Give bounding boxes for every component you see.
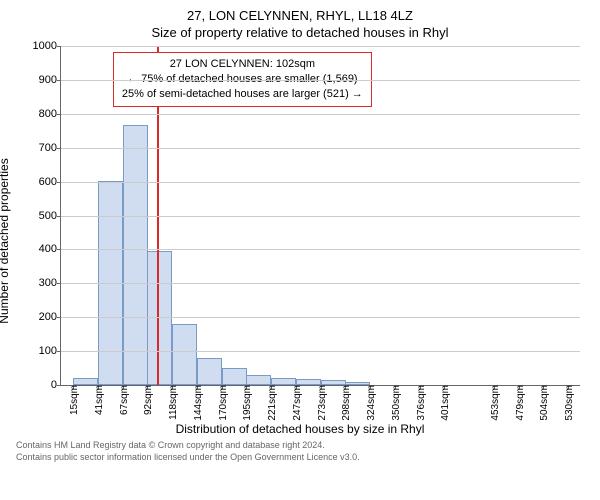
xtick-label: 479sqm bbox=[513, 385, 526, 421]
xtick-label: 92sqm bbox=[141, 385, 154, 415]
footer-line2: Contains public sector information licen… bbox=[16, 452, 590, 464]
chart-canvas: 27 LON CELYNNEN: 102sqm ← 75% of detache… bbox=[60, 46, 580, 386]
chart-container: 27, LON CELYNNEN, RHYL, LL18 4LZ Size of… bbox=[0, 0, 600, 500]
ytick-label: 1000 bbox=[31, 40, 61, 52]
histogram-bar bbox=[222, 368, 247, 385]
ytick-label: 600 bbox=[31, 176, 61, 188]
xtick-label: 170sqm bbox=[216, 385, 229, 421]
ytick-label: 400 bbox=[31, 243, 61, 255]
ytick-label: 300 bbox=[31, 277, 61, 289]
grid-line bbox=[61, 216, 580, 217]
grid-line bbox=[61, 351, 580, 352]
xtick-label: 273sqm bbox=[315, 385, 328, 421]
grid-line bbox=[61, 182, 580, 183]
xtick-label: 144sqm bbox=[191, 385, 204, 421]
grid-line bbox=[61, 249, 580, 250]
xtick-label: 298sqm bbox=[339, 385, 352, 421]
histogram-bar bbox=[172, 324, 197, 385]
x-axis-label: Distribution of detached houses by size … bbox=[176, 422, 425, 436]
ytick-label: 900 bbox=[31, 74, 61, 86]
grid-line bbox=[61, 283, 580, 284]
histogram-bar bbox=[73, 378, 98, 385]
plot-area: Number of detached properties 27 LON CEL… bbox=[10, 46, 590, 436]
ytick-label: 100 bbox=[31, 345, 61, 357]
xtick-label: 350sqm bbox=[389, 385, 402, 421]
ytick-label: 700 bbox=[31, 142, 61, 154]
xtick-label: 247sqm bbox=[290, 385, 303, 421]
xtick-label: 376sqm bbox=[414, 385, 427, 421]
histogram-bar bbox=[123, 125, 148, 385]
xtick-label: 530sqm bbox=[562, 385, 575, 421]
xtick-label: 324sqm bbox=[364, 385, 377, 421]
xtick-label: 504sqm bbox=[537, 385, 550, 421]
xtick-label: 453sqm bbox=[488, 385, 501, 421]
footer: Contains HM Land Registry data © Crown c… bbox=[10, 440, 590, 463]
ytick-label: 800 bbox=[31, 108, 61, 120]
grid-line bbox=[61, 114, 580, 115]
ytick-label: 200 bbox=[31, 311, 61, 323]
histogram-bar bbox=[271, 378, 296, 385]
chart-title-line2: Size of property relative to detached ho… bbox=[10, 25, 590, 40]
grid-line bbox=[61, 317, 580, 318]
grid-line bbox=[61, 80, 580, 81]
chart-title-line1: 27, LON CELYNNEN, RHYL, LL18 4LZ bbox=[10, 8, 590, 23]
xtick-label: 67sqm bbox=[117, 385, 130, 415]
xtick-label: 41sqm bbox=[92, 385, 105, 415]
xtick-label: 401sqm bbox=[438, 385, 451, 421]
ytick-label: 500 bbox=[31, 210, 61, 222]
callout-line1: 27 LON CELYNNEN: 102sqm bbox=[122, 57, 363, 72]
histogram-bar bbox=[246, 375, 271, 385]
xtick-label: 118sqm bbox=[166, 385, 179, 420]
xtick-label: 221sqm bbox=[265, 385, 278, 421]
y-axis-label: Number of detached properties bbox=[0, 158, 11, 323]
grid-line bbox=[61, 148, 580, 149]
ytick-label: 0 bbox=[31, 379, 61, 391]
callout-line3: 25% of semi-detached houses are larger (… bbox=[122, 87, 363, 102]
grid-line bbox=[61, 46, 580, 47]
xtick-label: 15sqm bbox=[67, 385, 80, 415]
xtick-label: 195sqm bbox=[240, 385, 253, 421]
footer-line1: Contains HM Land Registry data © Crown c… bbox=[16, 440, 590, 452]
histogram-bar bbox=[197, 358, 222, 385]
